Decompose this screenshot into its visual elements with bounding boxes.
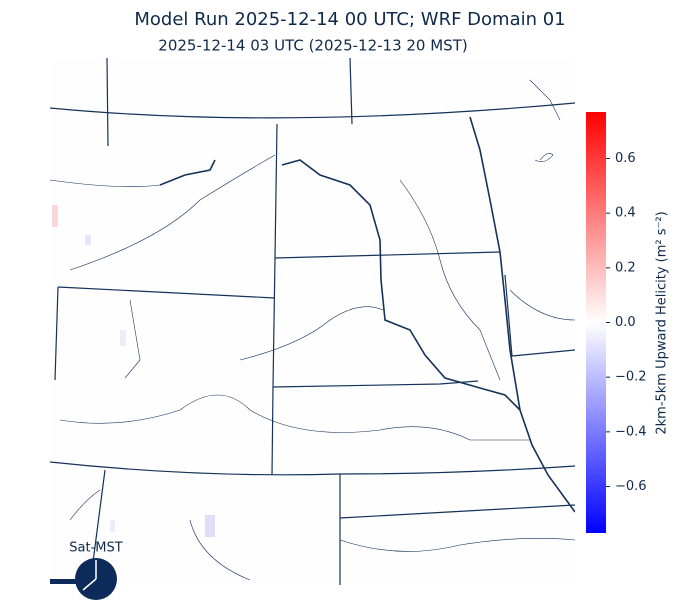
colorbar [586,112,606,533]
colorbar-tick-label: −0.2 [615,370,647,385]
colorbar-tick-label: 0.6 [615,151,636,166]
subtitle: 2025-12-14 03 UTC (2025-12-13 20 MST) [158,37,467,55]
colorbar-tick-label: −0.6 [615,479,647,494]
map [50,58,575,585]
clock-bar [50,579,80,584]
colorbar-tick-label: 0.2 [615,260,636,275]
clock-label: Sat-MST [69,541,122,556]
colorbar-tick-label: 0.0 [615,315,636,330]
colorbar-tick-label: −0.4 [615,424,647,439]
colorbar-label: 2km-5km Upward Helicity (m² s⁻²) [655,211,670,434]
colorbar-tick-label: 0.4 [615,206,636,221]
title: Model Run 2025-12-14 00 UTC; WRF Domain … [134,9,565,30]
